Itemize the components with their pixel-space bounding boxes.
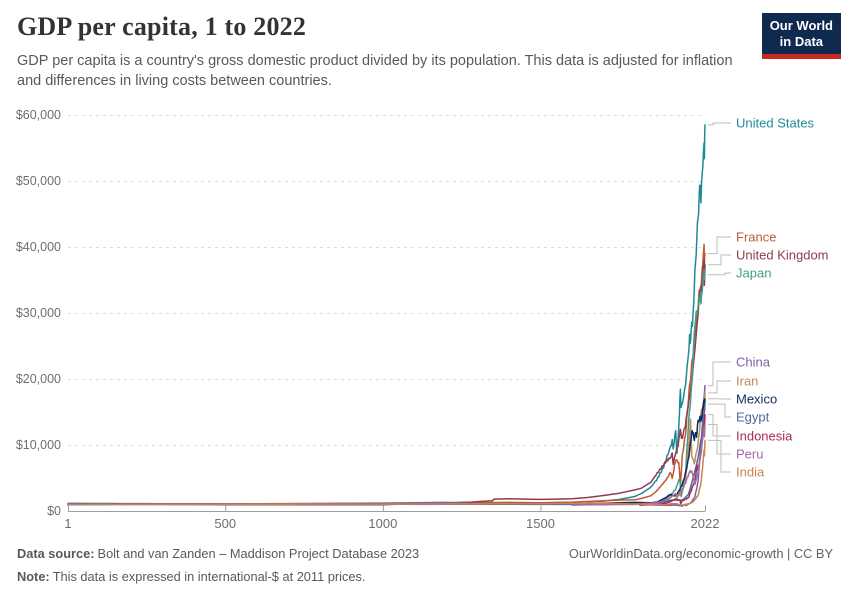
label-connector-iran [708, 380, 731, 394]
note-label: Note: [17, 569, 50, 584]
series-line-indonesia[interactable] [639, 413, 706, 506]
label-connector-united-kingdom [708, 254, 731, 266]
x-tick-label: 1000 [368, 516, 397, 531]
series-label-egypt[interactable]: Egypt [736, 410, 770, 425]
owid-logo[interactable]: Our World in Data [761, 13, 841, 59]
y-tick-label: $50,000 [16, 174, 61, 188]
y-tick-label: $0 [47, 504, 61, 518]
series-line-united-states[interactable] [586, 124, 706, 503]
data-source-label: Data source: [17, 546, 95, 561]
series-line-united-kingdom[interactable] [67, 258, 706, 506]
owid-logo-line-2: in Data [779, 34, 824, 49]
x-tick-label: 1500 [526, 516, 555, 531]
series-line-egypt[interactable] [67, 403, 706, 506]
label-connector-egypt [708, 403, 731, 418]
subtitle-line-1: GDP per capita is a country's gross dome… [17, 53, 733, 69]
label-connector-china [708, 361, 731, 387]
series-line-iran[interactable] [67, 392, 706, 506]
x-tick-label: 2022 [691, 516, 720, 531]
y-tick-label: $30,000 [16, 306, 61, 320]
series-label-indonesia[interactable]: Indonesia [736, 429, 793, 444]
label-connector-peru [708, 424, 731, 455]
chart-footer: Data source: Bolt and van Zanden – Maddis… [17, 546, 833, 592]
x-tick-label: 1 [64, 516, 71, 531]
series-line-france[interactable] [67, 243, 706, 506]
subtitle-line-2: and differences in living costs between … [17, 73, 332, 89]
series-label-iran[interactable]: Iran [736, 374, 758, 389]
footer-link[interactable]: OurWorldinData.org/economic-growth | CC … [568, 546, 833, 561]
label-connector-france [708, 236, 731, 255]
y-tick-label: $20,000 [16, 372, 61, 386]
series-label-united-kingdom[interactable]: United Kingdom [736, 248, 829, 263]
series-label-france[interactable]: France [736, 230, 776, 245]
label-connector-japan [708, 272, 731, 276]
series-label-mexico[interactable]: Mexico [736, 392, 777, 407]
page-title: GDP per capita, 1 to 2022 [17, 12, 307, 41]
y-tick-label: $60,000 [16, 108, 61, 122]
label-connector-united-states [708, 122, 731, 126]
note-line: Note: This data is expressed in internati… [17, 569, 833, 584]
series-label-japan[interactable]: Japan [736, 266, 771, 281]
label-connector-indonesia [708, 414, 731, 437]
series-label-india[interactable]: India [736, 465, 765, 480]
y-tick-label: $40,000 [16, 240, 61, 254]
note-text: This data is expressed in international-… [52, 569, 366, 584]
series-line-peru[interactable] [571, 423, 706, 506]
data-source-text: Bolt and van Zanden – Maddison Project D… [97, 546, 420, 561]
x-tick-label: 500 [214, 516, 236, 531]
data-source-line: Data source: Bolt and van Zanden – Maddis… [17, 546, 833, 561]
series-line-japan[interactable] [297, 268, 706, 506]
series-label-china[interactable]: China [736, 355, 771, 370]
y-tick-label: $10,000 [16, 438, 61, 452]
owid-logo-line-1: Our World [769, 18, 833, 33]
chart-header: GDP per capita, 1 to 2022 GDP per capita… [17, 12, 733, 91]
series-label-peru[interactable]: Peru [736, 447, 763, 462]
label-connector-india [708, 439, 731, 473]
page-subtitle: GDP per capita is a country's gross dome… [17, 51, 733, 91]
series-label-united-states[interactable]: United States [736, 116, 815, 131]
series-line-india[interactable] [67, 439, 706, 506]
